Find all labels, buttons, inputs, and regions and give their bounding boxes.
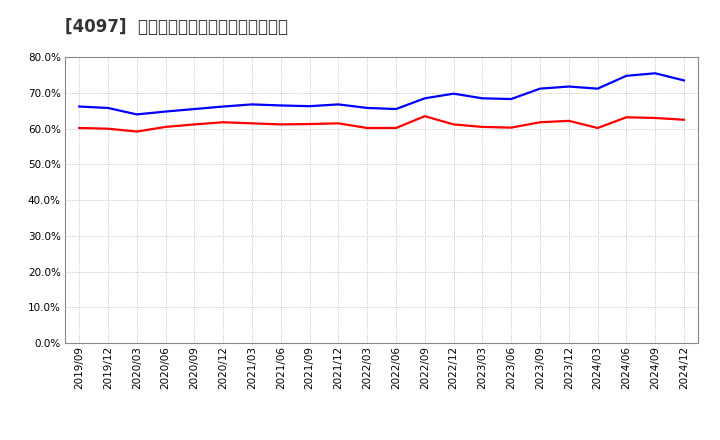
固定比率 (478, 95, 487, 101)
固定比率 (276, 103, 285, 108)
固定比率 (651, 71, 660, 76)
固定比率 (507, 96, 516, 102)
固定長期適合率 (680, 117, 688, 122)
固定比率 (248, 102, 256, 107)
固定長期適合率 (593, 125, 602, 131)
固定長期適合率 (276, 122, 285, 127)
固定長期適合率 (334, 121, 343, 126)
固定長期適合率 (651, 115, 660, 121)
Text: [4097]  固定比率、固定長期適合率の推移: [4097] 固定比率、固定長期適合率の推移 (65, 18, 288, 36)
固定長期適合率 (449, 122, 458, 127)
固定比率 (219, 104, 228, 109)
固定比率 (305, 103, 314, 109)
固定比率 (680, 78, 688, 83)
固定長期適合率 (305, 121, 314, 127)
固定比率 (75, 104, 84, 109)
固定長期適合率 (478, 124, 487, 129)
固定比率 (593, 86, 602, 91)
固定長期適合率 (507, 125, 516, 130)
固定比率 (363, 105, 372, 110)
固定長期適合率 (190, 122, 199, 127)
固定比率 (536, 86, 544, 91)
固定長期適合率 (622, 114, 631, 120)
固定長期適合率 (420, 114, 429, 119)
固定長期適合率 (392, 125, 400, 131)
固定長期適合率 (219, 120, 228, 125)
固定長期適合率 (536, 120, 544, 125)
固定比率 (564, 84, 573, 89)
固定長期適合率 (132, 129, 141, 134)
固定比率 (449, 91, 458, 96)
固定長期適合率 (104, 126, 112, 131)
固定長期適合率 (161, 124, 170, 129)
固定長期適合率 (363, 125, 372, 131)
Line: 固定長期適合率: 固定長期適合率 (79, 116, 684, 132)
固定比率 (392, 106, 400, 112)
固定比率 (104, 105, 112, 110)
固定比率 (622, 73, 631, 78)
固定比率 (420, 95, 429, 101)
固定長期適合率 (248, 121, 256, 126)
固定比率 (132, 112, 141, 117)
固定比率 (334, 102, 343, 107)
固定比率 (161, 109, 170, 114)
固定比率 (190, 106, 199, 112)
Line: 固定比率: 固定比率 (79, 73, 684, 114)
固定長期適合率 (75, 125, 84, 131)
固定長期適合率 (564, 118, 573, 124)
